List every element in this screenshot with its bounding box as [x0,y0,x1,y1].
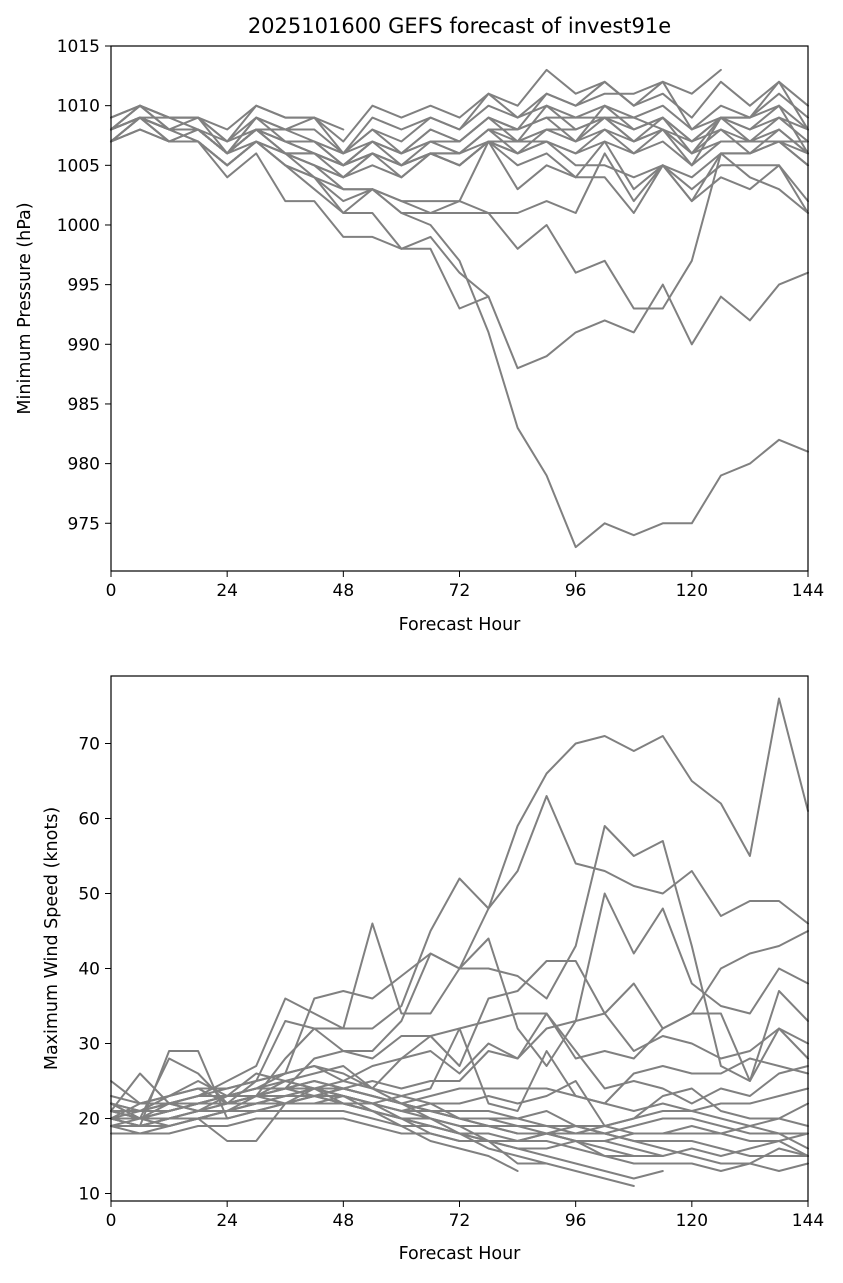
pressure-y-tick-label: 980 [68,455,100,475]
wind-y-ticks: 10 20 30 40 50 60 70 [78,735,111,1205]
wind-x-axis-label: Forecast Hour [399,1244,522,1264]
pressure-y-tick-label: 990 [68,335,100,355]
pressure-y-tick-label: 995 [68,276,100,296]
wind-y-axis-label: Maximum Wind Speed (knots) [42,807,62,1070]
pressure-y-tick-label: 1010 [57,97,100,117]
pressure-x-tick-label: 96 [565,581,587,601]
pressure-x-tick-label: 24 [216,581,238,601]
pressure-x-tick-label: 48 [333,581,355,601]
pressure-x-tick-label: 120 [676,581,708,601]
wind-series-group [110,697,809,1187]
wind-x-tick-label: 72 [449,1211,471,1231]
pressure-x-axis-label: Forecast Hour [399,615,522,635]
wind-y-tick-label: 20 [78,1110,100,1130]
wind-y-tick-label: 50 [78,885,100,905]
wind-x-tick-label: 0 [106,1211,117,1231]
pressure-y-tick-label: 1015 [57,37,100,57]
wind-x-tick-label: 48 [333,1211,355,1231]
wind-panel: 0 24 48 72 96 120 144 10 20 30 40 50 60 70 Forecast … [42,675,824,1264]
wind-y-tick-label: 30 [78,1035,100,1055]
wind-series-line-m20 [110,1057,635,1157]
pressure-x-tick-label: 72 [449,581,471,601]
pressure-panel: 2025101600 GEFS forecast of invest91e 0 2… [15,14,824,635]
pressure-y-axis-label: Minimum Pressure (hPa) [15,202,35,414]
wind-x-ticks: 0 24 48 72 96 120 144 [106,1201,824,1231]
pressure-series-group [110,68,809,549]
wind-series-line-m21 [110,1050,548,1165]
wind-x-tick-label: 24 [216,1211,238,1231]
pressure-x-tick-label: 144 [792,581,824,601]
pressure-x-ticks: 0 24 48 72 96 120 144 [106,571,824,601]
wind-x-tick-label: 144 [792,1211,824,1231]
chart-title: 2025101600 GEFS forecast of invest91e [248,14,671,38]
pressure-series-line-m04 [110,116,490,310]
wind-y-tick-label: 60 [78,810,100,830]
wind-y-tick-label: 10 [78,1185,100,1205]
wind-y-tick-label: 70 [78,735,100,755]
wind-x-tick-label: 120 [676,1211,708,1231]
wind-y-tick-label: 40 [78,960,100,980]
wind-series-line-m04 [110,892,809,1120]
pressure-y-tick-label: 975 [68,514,100,534]
wind-series-line-m25 [110,1095,809,1165]
pressure-y-tick-label: 1000 [57,216,100,236]
pressure-x-tick-label: 0 [106,581,117,601]
pressure-y-ticks: 975 980 985 990 995 1000 1005 1010 1015 [57,37,111,534]
pressure-series-line-m20 [110,116,809,167]
wind-series-line-m03 [110,825,809,1120]
wind-series-line-m05 [110,960,809,1120]
pressure-series-line-m21 [110,104,345,131]
pressure-y-tick-label: 1005 [57,156,100,176]
pressure-y-tick-label: 985 [68,395,100,415]
wind-series-line-m01 [110,697,809,1120]
wind-x-tick-label: 96 [565,1211,587,1231]
